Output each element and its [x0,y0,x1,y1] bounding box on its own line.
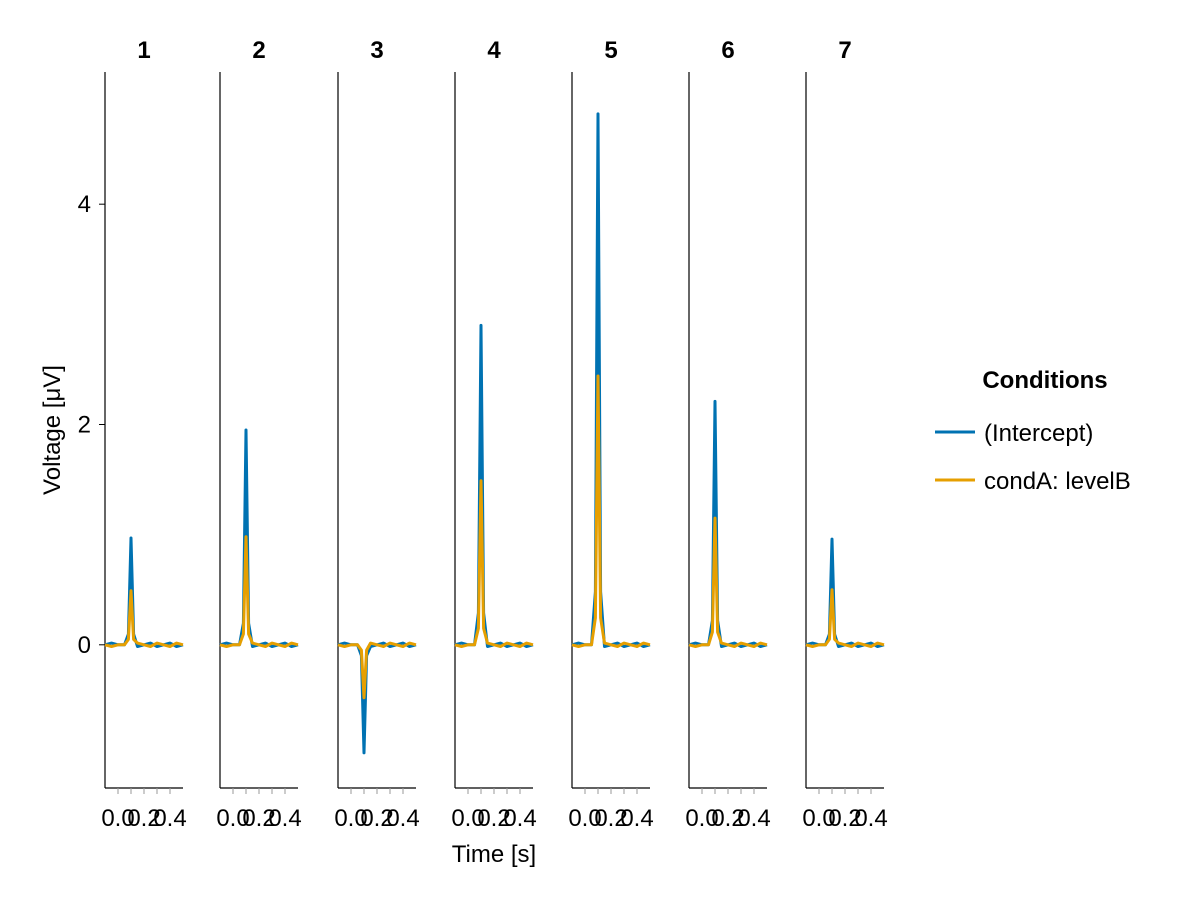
panel-title: 7 [838,37,851,64]
y-tick-label: 2 [78,411,91,438]
series-line-conda-levelb [454,479,534,648]
x-tick-label: 0.4 [737,805,770,832]
x-tick-label: 0.0 [685,805,718,832]
series-line-conda-levelb [805,588,885,648]
panel-title: 1 [137,37,150,64]
x-tick-label: 0.4 [503,805,536,832]
legend-label-intercept: (Intercept) [984,420,1093,447]
series-line-conda-levelb [337,641,417,700]
x-tick-label: 0.0 [101,805,134,832]
y-axis-label: Voltage [μV] [39,365,66,495]
panel-title: 3 [370,37,383,64]
x-tick-label: 0.0 [334,805,367,832]
panel-5: 5 0.00.20.4 [568,37,653,832]
x-tick-label: 0.4 [153,805,186,832]
x-tick-label: 0.0 [568,805,601,832]
x-tick-label: 0.0 [451,805,484,832]
series-line-conda-levelb [219,535,299,648]
panel-2: 2 0.00.20.4 [216,37,301,832]
series-line-intercept [454,323,534,648]
series-line-conda-levelb [688,516,768,648]
legend-label-conda: condA: levelB [984,468,1131,495]
x-tick-label: 0.2 [477,805,510,832]
series-line-intercept [219,428,299,648]
x-axis-label: Time [s] [452,841,536,868]
panel-title: 4 [487,37,501,64]
panel-title: 6 [721,37,734,64]
series-line-conda-levelb [104,589,184,648]
y-tick-label: 0 [78,632,91,659]
x-tick-label: 0.0 [216,805,249,832]
panel-3: 3 0.00.20.4 [334,37,419,832]
series-line-conda-levelb [571,374,651,648]
series-line-intercept [104,536,184,648]
y-tick-label: 4 [78,191,91,218]
panel-title: 5 [604,37,617,64]
panel-title: 2 [252,37,265,64]
x-tick-label: 0.2 [242,805,275,832]
x-tick-label: 0.2 [127,805,160,832]
x-tick-label: 0.4 [268,805,301,832]
panel-7: 7 0.00.20.4 [802,37,887,832]
series-line-intercept [688,399,768,648]
x-tick-label: 0.2 [360,805,393,832]
panel-6: 6 0.00.20.4 [685,37,770,832]
series-line-intercept [571,112,651,648]
series-line-intercept [805,537,885,648]
series-line-intercept [337,641,417,755]
x-tick-label: 0.2 [828,805,861,832]
panel-1: 1 0.00.20.4 [101,37,186,832]
x-tick-label: 0.4 [620,805,653,832]
x-tick-label: 0.4 [386,805,419,832]
x-tick-label: 0.2 [711,805,744,832]
panel-4: 4 0.00.20.4 [451,37,536,832]
x-tick-label: 0.0 [802,805,835,832]
x-tick-label: 0.4 [854,805,887,832]
legend-title: Conditions [982,367,1107,394]
x-tick-label: 0.2 [594,805,627,832]
panels: 02410.00.20.420.00.20.430.00.20.440.00.2… [78,37,888,832]
legend: Conditions (Intercept) condA: levelB [935,367,1131,495]
